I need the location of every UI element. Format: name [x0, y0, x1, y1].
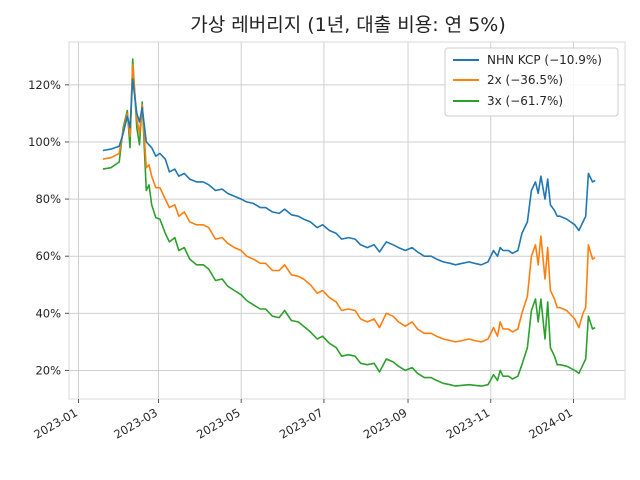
legend-label-nhn-kcp: NHN KCP (−10.9%)	[487, 53, 602, 67]
y-axis: 20% 40% 60% 80% 100% 120%	[28, 78, 69, 377]
legend-label-3x: 3x (−61.7%)	[487, 94, 563, 108]
series-line-3x	[102, 58, 596, 387]
legend: NHN KCP (−10.9%) 2x (−36.5%) 3x (−61.7%)	[444, 47, 619, 117]
gridlines	[69, 42, 625, 399]
plot-area-frame	[68, 41, 626, 400]
series-line-nhn-kcp	[102, 78, 596, 266]
series-line-2x	[102, 64, 596, 343]
y-tick-label: 120%	[28, 78, 61, 92]
series-lines	[102, 58, 596, 387]
y-tick-label: 100%	[28, 135, 61, 149]
y-tick-label: 80%	[35, 192, 61, 206]
y-tick-label: 20%	[35, 363, 61, 377]
chart-title: 가상 레버리지 (1년, 대출 비용: 연 5%)	[190, 14, 506, 36]
y-tick-label: 40%	[35, 306, 61, 320]
y-tick-label: 60%	[35, 249, 61, 263]
legend-box	[444, 47, 619, 117]
legend-label-2x: 2x (−36.5%)	[487, 73, 563, 87]
